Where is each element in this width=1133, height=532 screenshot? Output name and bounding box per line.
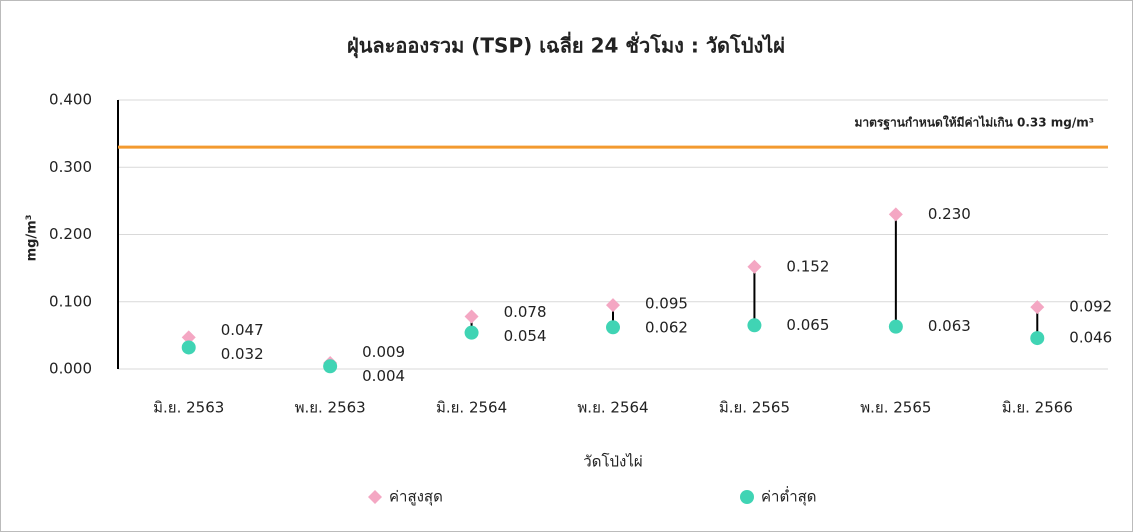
y-tick-label: 0.400	[49, 91, 92, 109]
min-marker	[323, 359, 338, 374]
min-value-label: 0.065	[786, 316, 829, 334]
max-value-label: 0.009	[362, 343, 405, 361]
y-tick-label: 0.000	[49, 360, 92, 378]
max-value-label: 0.095	[645, 295, 688, 313]
min-value-label: 0.063	[928, 317, 971, 335]
min-marker	[1030, 331, 1045, 346]
y-tick-label: 0.300	[49, 158, 92, 176]
min-marker	[888, 319, 903, 334]
min-value-label: 0.054	[504, 327, 547, 345]
min-value-label: 0.062	[645, 319, 688, 337]
max-value-label: 0.078	[504, 303, 547, 321]
y-tick-label: 0.200	[49, 225, 92, 243]
max-value-label: 0.092	[1069, 298, 1112, 316]
x-tick-label: พ.ย. 2565	[860, 399, 931, 417]
max-marker	[888, 207, 903, 222]
y-axis-label: mg/m³	[25, 215, 40, 262]
max-marker	[606, 298, 620, 313]
x-tick-label: มิ.ย. 2564	[436, 399, 507, 417]
legend-marker	[368, 490, 382, 504]
chart-title: ฝุ่นละอองรวม (TSP) เฉลี่ย 24 ชั่วโมง : ว…	[347, 31, 785, 59]
max-marker	[181, 330, 196, 345]
x-axis-label: วัดโป่งไผ่	[583, 453, 642, 471]
min-value-label: 0.032	[221, 345, 264, 363]
min-marker	[606, 320, 620, 335]
x-tick-label: พ.ย. 2564	[577, 399, 648, 417]
max-marker	[747, 259, 762, 274]
y-tick-label: 0.100	[49, 292, 92, 310]
max-value-label: 0.047	[221, 321, 264, 339]
min-marker	[464, 325, 479, 340]
min-value-label: 0.046	[1069, 329, 1112, 347]
legend-label: ค่าสูงสุด	[389, 488, 443, 507]
x-tick-label: มิ.ย. 2563	[153, 399, 224, 417]
max-marker	[464, 309, 479, 324]
x-tick-label: มิ.ย. 2565	[719, 399, 790, 417]
min-value-label: 0.004	[362, 367, 405, 385]
x-tick-label: พ.ย. 2563	[295, 399, 366, 417]
min-marker	[747, 318, 762, 333]
x-tick-label: มิ.ย. 2566	[1002, 399, 1073, 417]
max-value-label: 0.152	[786, 257, 829, 275]
legend-label: ค่าต่ำสุด	[761, 486, 817, 507]
legend-marker	[740, 490, 754, 504]
reference-label: มาตรฐานกำหนดให้มีค่าไม่เกิน 0.33 mg/m³	[854, 115, 1094, 131]
max-marker	[1030, 300, 1045, 315]
max-value-label: 0.230	[928, 205, 971, 223]
min-marker	[181, 340, 196, 355]
